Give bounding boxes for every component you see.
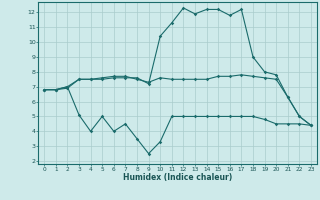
X-axis label: Humidex (Indice chaleur): Humidex (Indice chaleur) (123, 173, 232, 182)
